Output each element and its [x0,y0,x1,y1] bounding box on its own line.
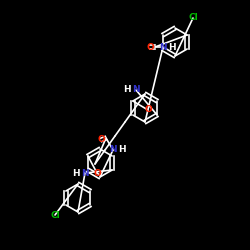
Text: O: O [146,42,154,51]
Text: O: O [144,106,152,114]
Text: O: O [93,168,101,177]
Text: Cl: Cl [50,210,60,220]
Text: N: N [159,42,167,51]
Text: O: O [97,136,105,144]
Text: H: H [118,146,126,154]
Text: H: H [123,86,131,94]
Text: N: N [132,86,140,94]
Text: H: H [72,168,80,177]
Text: N: N [109,146,117,154]
Text: N: N [81,168,89,177]
Text: Cl: Cl [188,14,198,22]
Text: H: H [168,42,176,51]
